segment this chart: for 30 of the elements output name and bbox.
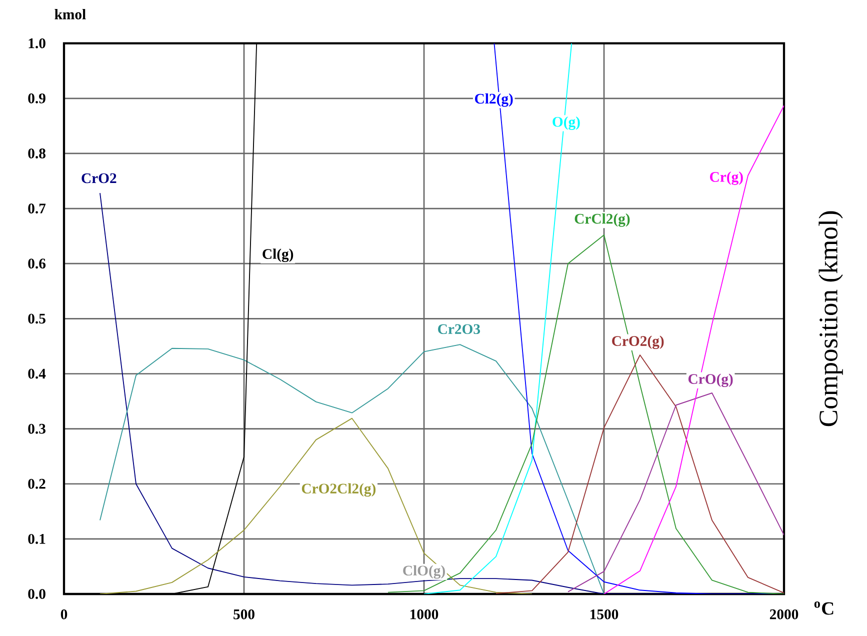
annotation: ClO(g)	[403, 565, 445, 579]
y-tick-label: 0.6	[28, 258, 46, 269]
x-tick-label: 1500	[590, 609, 618, 620]
series-label: Cl(g)	[262, 248, 294, 262]
y-tick-label: 0.3	[28, 424, 46, 434]
series-label: CrO2	[82, 173, 116, 184]
y-tick-label: 0.2	[28, 478, 46, 489]
x-axis-title: $^{o}$C	[814, 601, 834, 615]
y-tick-label: 0.5	[28, 314, 46, 324]
series-label: O(g)	[552, 116, 580, 130]
y-tick-label: 0.8	[28, 148, 46, 158]
series-label: CrO2Cl2(g)	[302, 483, 376, 497]
series-label: CrCl2(g)	[574, 213, 630, 227]
series-label: Cr(g)	[710, 172, 743, 185]
text: kmol	[54, 9, 86, 20]
y-axis-title: Composition (kmol)	[818, 211, 843, 426]
y-tick-label: 0.7	[28, 204, 46, 214]
series-label: Cl2(g)	[475, 93, 513, 107]
y-tick-label: 0.4	[28, 368, 46, 379]
y-tick-label: 0.1	[28, 534, 46, 544]
series-label: CrO2(g)	[612, 336, 664, 350]
y-tick-label: 0.0	[28, 589, 46, 599]
y-tick-label: 0.9	[28, 93, 46, 104]
x-tick-label: 1000	[410, 609, 438, 620]
x-tick-label: 500	[234, 609, 254, 620]
x-tick-label: 2000	[770, 609, 798, 620]
y-tick-label: 1.0	[28, 38, 46, 48]
x-tick-label: 0	[60, 609, 68, 620]
series-label: CrO(g)	[688, 374, 733, 388]
series-label: Cr2O3	[438, 324, 480, 334]
